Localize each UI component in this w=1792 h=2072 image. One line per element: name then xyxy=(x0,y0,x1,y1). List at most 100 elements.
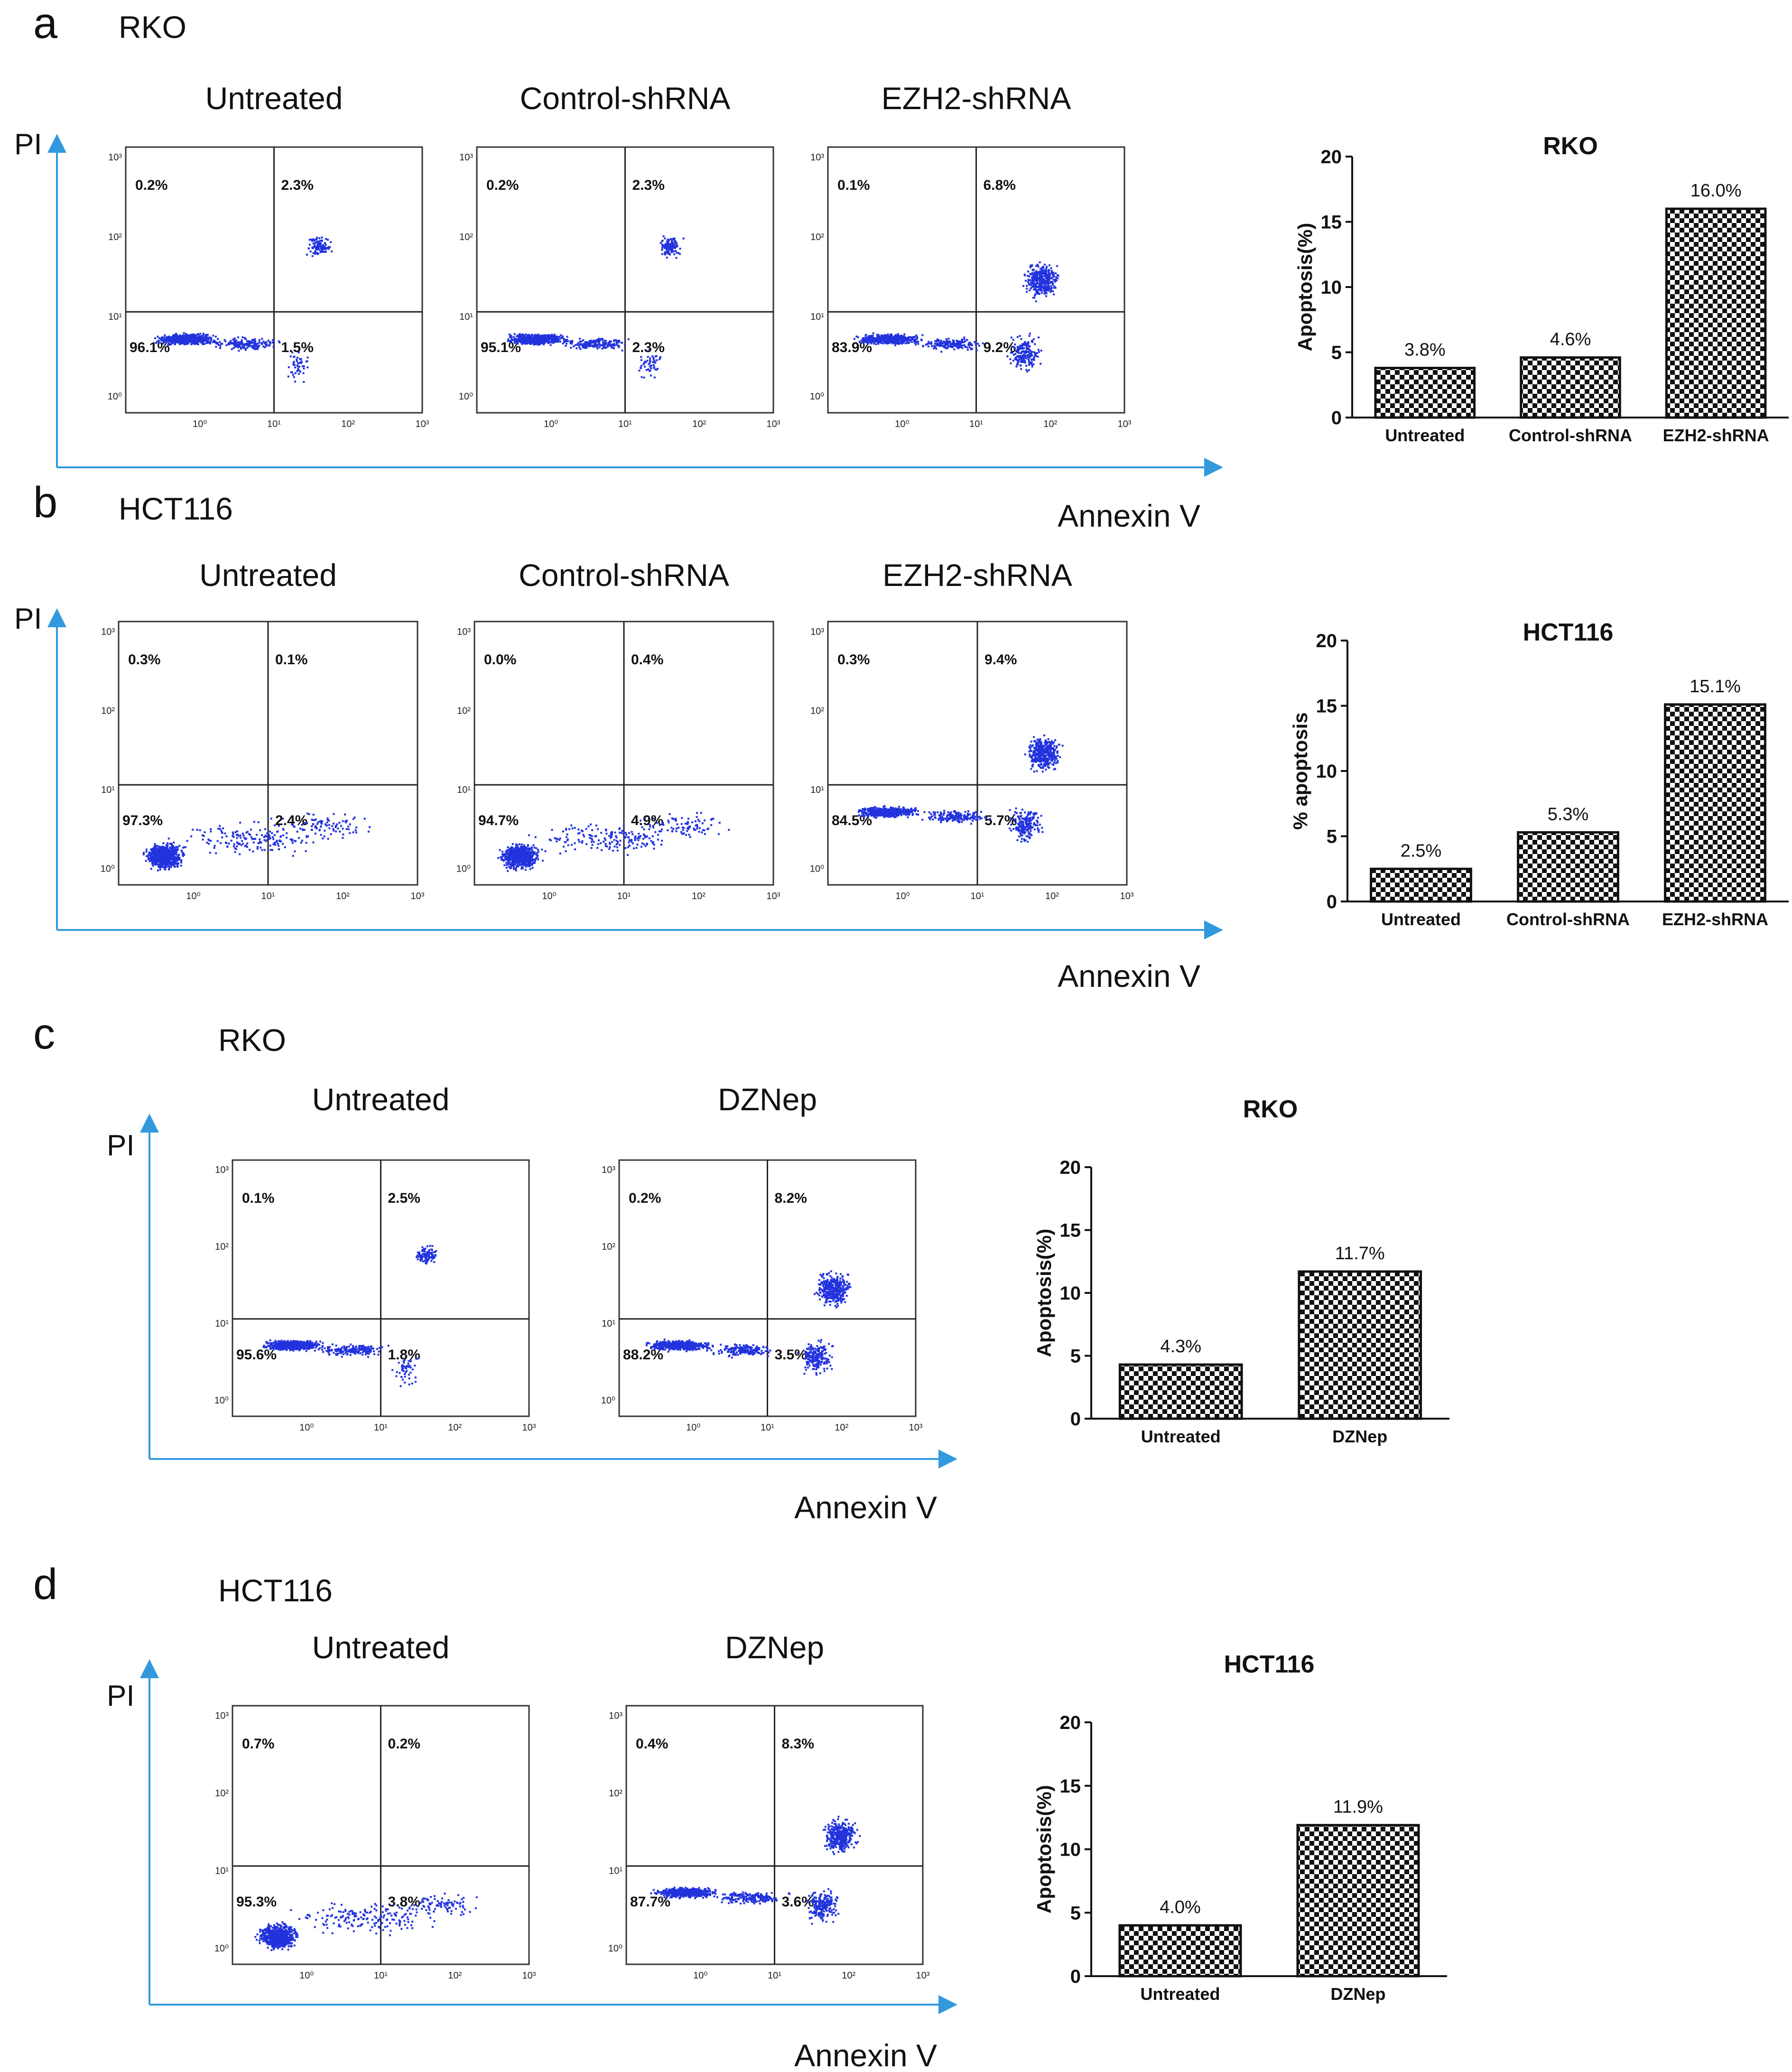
scatter-dot xyxy=(1042,266,1044,268)
scatter-dot xyxy=(265,344,268,347)
quadrant-ll-label: 94.7% xyxy=(478,813,519,828)
scatter-dot xyxy=(160,864,163,866)
scatter-dot xyxy=(191,334,194,336)
scatter-dot xyxy=(530,852,533,855)
scatter-dot xyxy=(601,849,603,851)
scatter-dot xyxy=(571,343,573,345)
scatter-dot xyxy=(512,868,515,870)
scatter-dot xyxy=(236,834,239,836)
scatter-dot xyxy=(342,833,344,836)
scatter-dot xyxy=(158,339,160,342)
scatter-dot xyxy=(353,816,356,818)
scatter-dot xyxy=(1033,288,1035,291)
scatter-dot xyxy=(590,344,592,347)
scatter-dot xyxy=(223,339,226,341)
scatter-dot xyxy=(278,825,280,827)
scatter-dot xyxy=(542,860,544,862)
scatter-dot xyxy=(241,840,243,842)
scatter-dot xyxy=(169,853,171,855)
scatter-dot xyxy=(519,858,521,861)
scatter-dot xyxy=(509,336,511,338)
scatter-dot xyxy=(938,344,940,347)
scatter-dot xyxy=(507,870,509,872)
scatter-dot xyxy=(219,825,221,827)
scatter-dot xyxy=(316,246,318,248)
scatter-dot xyxy=(517,343,519,345)
scatter-dot xyxy=(1048,289,1050,292)
scatter-dot xyxy=(616,344,618,346)
scatter-dot xyxy=(1017,347,1019,350)
scatter-dot xyxy=(522,337,524,340)
scatter-dot xyxy=(519,864,521,866)
scatter-dot xyxy=(237,344,239,346)
scatter-dot xyxy=(263,836,265,838)
scatter-dot xyxy=(173,851,175,854)
scatter-dot xyxy=(1043,282,1045,284)
scatter-dot xyxy=(334,826,337,828)
scatter-dot xyxy=(877,339,879,341)
scatter-dot xyxy=(199,829,201,831)
scatter-dot xyxy=(225,841,227,844)
scatter-dot xyxy=(871,340,873,342)
scatter-dot xyxy=(875,337,877,340)
scatter-dot xyxy=(538,337,540,339)
scatter-dot xyxy=(194,343,196,345)
scatter-dot xyxy=(882,338,884,341)
scatter-dot xyxy=(197,333,199,335)
scatter-dot xyxy=(1030,351,1032,353)
scatter-dot xyxy=(185,343,187,345)
scatter-dot xyxy=(293,364,296,366)
scatter-dot xyxy=(616,340,618,342)
scatter-dot xyxy=(565,340,567,343)
scatter-dot xyxy=(599,344,601,345)
scatter-dot xyxy=(156,341,158,343)
scatter-dot xyxy=(1056,265,1058,267)
scatter-dot xyxy=(593,345,595,347)
scatter-dot xyxy=(342,820,344,822)
scatter-dot xyxy=(271,849,274,851)
scatter-dot xyxy=(174,857,176,859)
scatter-dot xyxy=(297,352,300,353)
scatter-dot xyxy=(1016,359,1018,361)
scatter-dot xyxy=(306,812,309,815)
scatter-dot xyxy=(265,835,268,837)
scatter-dot xyxy=(1044,284,1047,287)
scatter-dot xyxy=(897,341,899,344)
scatter-dot xyxy=(260,846,262,849)
scatter-dot xyxy=(154,863,157,865)
scatter-dot xyxy=(320,820,322,822)
scatter-dot xyxy=(244,347,246,350)
x-category-label: EZH2-shRNA xyxy=(1663,426,1769,445)
scatter-dot xyxy=(887,339,889,342)
scatter-dot xyxy=(1035,270,1038,272)
scatter-dot xyxy=(901,335,903,337)
scatter-dot xyxy=(546,341,548,343)
scatter-dot xyxy=(1030,353,1032,355)
scatter-dot xyxy=(674,250,677,252)
scatter-dot xyxy=(675,241,677,243)
scatter-dot xyxy=(316,827,318,829)
scatter-dot xyxy=(1029,289,1031,291)
scatter-dot xyxy=(867,338,869,341)
scatter-dot xyxy=(167,864,169,866)
scatter-dot xyxy=(528,849,530,851)
scatter-dot xyxy=(507,340,509,342)
scatter-dot xyxy=(640,835,641,837)
scatter-dot xyxy=(518,851,520,853)
scatter-dot xyxy=(272,836,274,838)
scatter-dot xyxy=(895,334,897,336)
scatter-dot xyxy=(518,862,520,864)
scatter-dot xyxy=(515,865,518,868)
scatter-dot xyxy=(150,855,152,858)
scatter-dot xyxy=(300,842,302,844)
scatter-dot xyxy=(165,849,167,851)
scatter-dot xyxy=(170,850,172,852)
scatter-dot xyxy=(664,237,666,240)
y-tick-label: 10¹ xyxy=(101,785,115,795)
scatter-dot xyxy=(164,334,166,336)
scatter-dot xyxy=(316,823,318,825)
scatter-dot xyxy=(553,340,556,342)
scatter-dot xyxy=(521,848,523,851)
scatter-dot xyxy=(273,842,276,844)
scatter-dot xyxy=(916,335,918,338)
